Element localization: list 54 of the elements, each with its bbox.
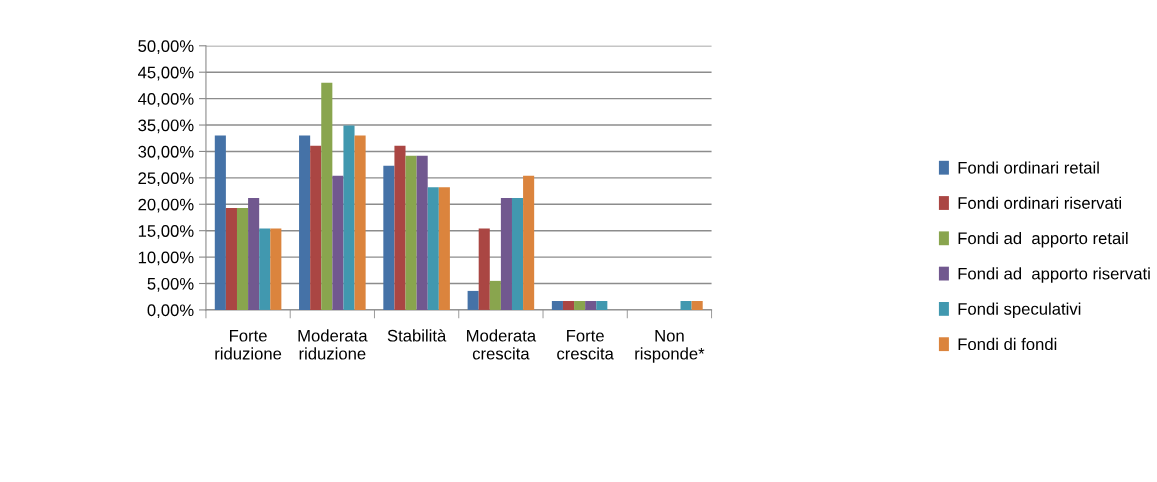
bar	[438, 187, 450, 310]
x-tick-label: Forte riduzione	[215, 329, 282, 360]
legend-label: Fondi ordinari retail	[958, 161, 1099, 174]
y-tick-label: 15,00%	[138, 225, 194, 239]
y-tick-label: 25,00%	[138, 172, 194, 187]
bar	[310, 145, 322, 310]
bar	[259, 228, 271, 310]
bar	[416, 155, 428, 310]
bar	[343, 125, 355, 310]
y-tick-label: 20,00%	[138, 198, 194, 213]
bar	[489, 280, 501, 310]
y-tick-label: 5,00%	[147, 277, 194, 292]
bar	[523, 175, 535, 310]
bar	[596, 300, 608, 310]
x-tick-label: Moderata crescita	[467, 329, 537, 360]
bar	[478, 228, 490, 310]
bar	[236, 207, 249, 310]
y-tick-label: 30,00%	[138, 145, 194, 160]
legend-label: Fondi ad apporto retail	[958, 231, 1128, 248]
x-tick-label: Non risponde*	[635, 329, 705, 363]
bar	[225, 207, 237, 310]
bar	[270, 228, 282, 310]
y-tick-label: 45,00%	[138, 66, 194, 81]
bar	[500, 197, 512, 310]
bar	[427, 187, 439, 310]
bar	[321, 82, 333, 310]
bar	[585, 300, 597, 310]
bar	[574, 300, 586, 310]
x-tick-label: Moderata riduzione	[298, 329, 368, 360]
bar	[562, 300, 575, 310]
bar	[405, 155, 417, 310]
legend-label: Fondi speculativi	[958, 302, 1081, 319]
legend-label: Fondi ad apporto riservati	[958, 267, 1150, 283]
bar	[467, 290, 479, 310]
bar	[691, 300, 703, 310]
bar	[332, 175, 344, 310]
x-tick-label: Stabilità	[387, 329, 447, 342]
legend-label: Fondi ordinari riservati	[958, 196, 1121, 209]
y-tick-label: 0,00%	[147, 304, 194, 319]
y-tick-label: 50,00%	[138, 40, 194, 54]
bar	[354, 135, 366, 310]
bar	[551, 300, 563, 310]
y-tick-label: 35,00%	[138, 119, 194, 134]
y-tick-label: 40,00%	[138, 93, 194, 107]
y-tick-label: 10,00%	[138, 251, 194, 266]
bar	[511, 197, 524, 310]
legend-label: Fondi di fondi	[958, 337, 1057, 351]
bar	[299, 135, 311, 310]
bar	[248, 197, 260, 310]
bar	[680, 300, 692, 310]
bar	[383, 165, 395, 310]
bar	[394, 145, 406, 310]
bar	[214, 135, 226, 310]
x-tick-label: Forte crescita	[557, 329, 614, 360]
